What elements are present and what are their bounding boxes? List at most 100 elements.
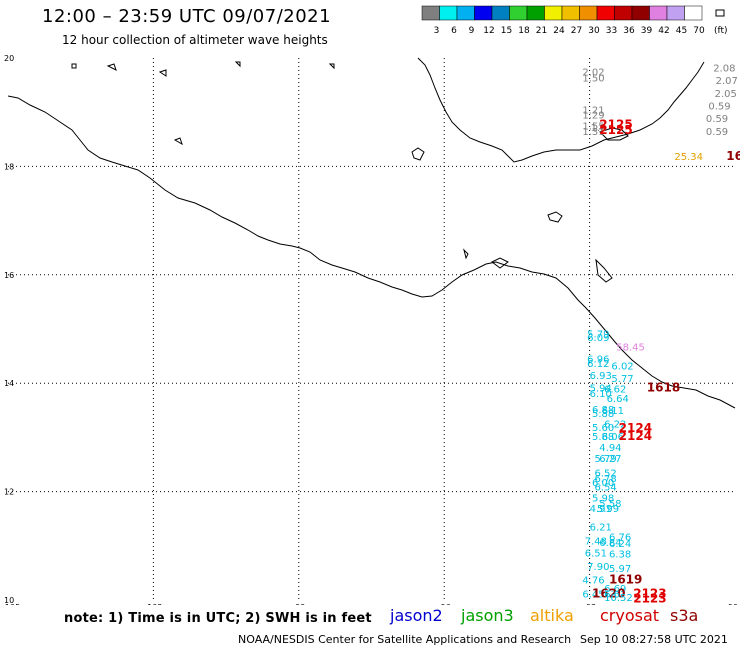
wave-height-value: 5.79 [587,330,609,341]
wave-height-value: 5.99 [597,504,619,515]
wave-height-value: 4.94 [599,443,621,454]
lat-tick-label: 10 [4,596,14,605]
wave-height-value: 1.29 [582,111,604,122]
wave-height-value: 5.77 [611,374,633,385]
page-subtitle: 12 hour collection of altimeter wave hei… [62,33,328,47]
island [411,147,425,161]
pacific-coastline [7,95,736,409]
colorbar-legend: 3 6 9 12 15 18 21 24 27 30 33 36 39 42 45 70 (ft) [421,5,728,36]
legend-item-jason2: jason2 [390,606,443,625]
note-text: note: 1) Time is in UTC; 2) SWH is in fe… [64,611,372,626]
colorbar-tick-label: 33 [606,26,617,36]
measurements-layer: 2.021.501.211.291.551.311.22.082.072.050… [582,64,740,605]
wave-height-value: 6.10 [590,389,612,400]
wave-height-value: 6.52 [594,468,616,479]
wave-height-value: 5.60 [592,423,614,434]
wave-height-value: 6.64 [607,394,629,405]
wave-height-value: 5.88 [592,409,614,420]
coastline [7,57,736,409]
page-title: 12:00 – 23:59 UTC 09/07/2021 [42,6,332,27]
colorbar-tick-label: 24 [553,26,565,36]
pass-time-label: 1617 [726,149,740,163]
legend-item-s3a: s3a [670,606,699,625]
wave-height-value: 5.98 [592,493,614,504]
island [463,248,469,260]
wave-height-value: 6.45 [582,589,604,600]
wave-height-value: 1.55 [582,122,604,133]
wave-height-value: 6.78 [594,474,616,485]
wave-height-value: 5.94 [590,383,612,394]
wave-height-value: 0.59 [706,114,728,125]
colorbar-swatch [684,5,703,21]
wave-height-value: 5.79 [594,454,616,465]
colorbar-tick-label: 21 [536,26,547,36]
wave-height-value: 7.48 [585,537,607,548]
lat-tick-label: 14 [4,379,14,388]
wave-height-value: 6.06 [602,432,624,443]
wave-height-value: 6.88 [592,405,614,416]
wave-height-value: 6.6 [604,589,620,600]
islands [71,9,725,283]
colorbar-tick-label: 18 [518,26,530,36]
lon-tick-label: -99 [292,603,305,605]
pass-time-label: 1620 [592,586,625,600]
wave-height-value: 0.59 [706,127,728,138]
pass-time-label: 2123 [633,592,666,605]
wave-height-value: 4.91 [590,504,612,515]
legend-item-cryosat: cryosat [600,606,660,625]
wave-height-value: 6.51 [585,549,607,560]
wave-height-value: 58.45 [616,343,645,354]
legend-item-jason3: jason3 [461,606,514,625]
pass-time-label: 2123 [633,586,666,600]
island [106,63,117,71]
wave-height-value: 1.2 [591,123,607,134]
wave-height-value: 4.76 [582,576,604,587]
island [158,69,167,77]
lon-tick-label: -96 [438,603,451,605]
credit-text: NOAA/NESDIS Center for Satellite Applica… [238,633,572,646]
lon-tick-label: -90 [725,603,738,605]
wave-height-value: 2.07 [716,76,738,87]
island [234,61,241,68]
island [173,137,183,146]
lon-tick-label: -93 [583,603,596,605]
wave-height-value: 6.69 [604,584,626,595]
colorbar-tick-label: 15 [501,26,512,36]
colorbar-tick-label: 6 [451,26,457,36]
pass-time-label: 1619 [609,573,642,587]
lake-terminos [599,127,629,141]
wave-height-value: 6.93 [590,371,612,382]
wave-height-value: 6.62 [604,384,626,395]
island [595,258,613,283]
wave-height-value: 1.31 [582,127,604,138]
wave-height-value: 7.90 [587,562,609,573]
wave-height-value: 6.22 [604,420,626,431]
colorbar-tick-label: 36 [623,26,635,36]
colorbar-tick-label: 70 [693,26,705,36]
wave-height-value: 0.59 [708,101,730,112]
wave-height-value: 6.21 [590,523,612,534]
wave-height-map: -105-102-99-96-93-90201816141210 2.021.5… [2,9,740,605]
wave-height-value: 5.58 [599,499,621,510]
wave-height-value: 5.97 [609,564,631,575]
lat-tick-label: 12 [4,488,14,497]
colorbar-tick-label: 27 [571,26,582,36]
wave-height-value: 1.21 [582,105,604,116]
colorbar-tick-label: 3 [434,26,440,36]
wave-height-value: 10.52 [604,593,633,604]
island [547,211,563,223]
wave-height-value: 6.38 [609,550,631,561]
colorbar-tick-label: 39 [641,26,653,36]
pass-time-label: 2125 [599,123,632,137]
wave-height-value: 6.02 [611,362,633,373]
island [491,257,509,269]
colorbar-tick-label: 12 [483,26,494,36]
wave-height-value: 6.96 [587,355,609,366]
wave-height-value: 6.09 [587,333,609,344]
colorbar-tick-label: 30 [588,26,600,36]
colorbar-unit: (ft) [714,26,728,36]
gulf-coastline [417,57,705,163]
pass-time-label: 2124 [619,421,652,435]
wave-height-value: 6.24 [609,539,631,550]
wave-height-value: 5.88 [592,432,614,443]
